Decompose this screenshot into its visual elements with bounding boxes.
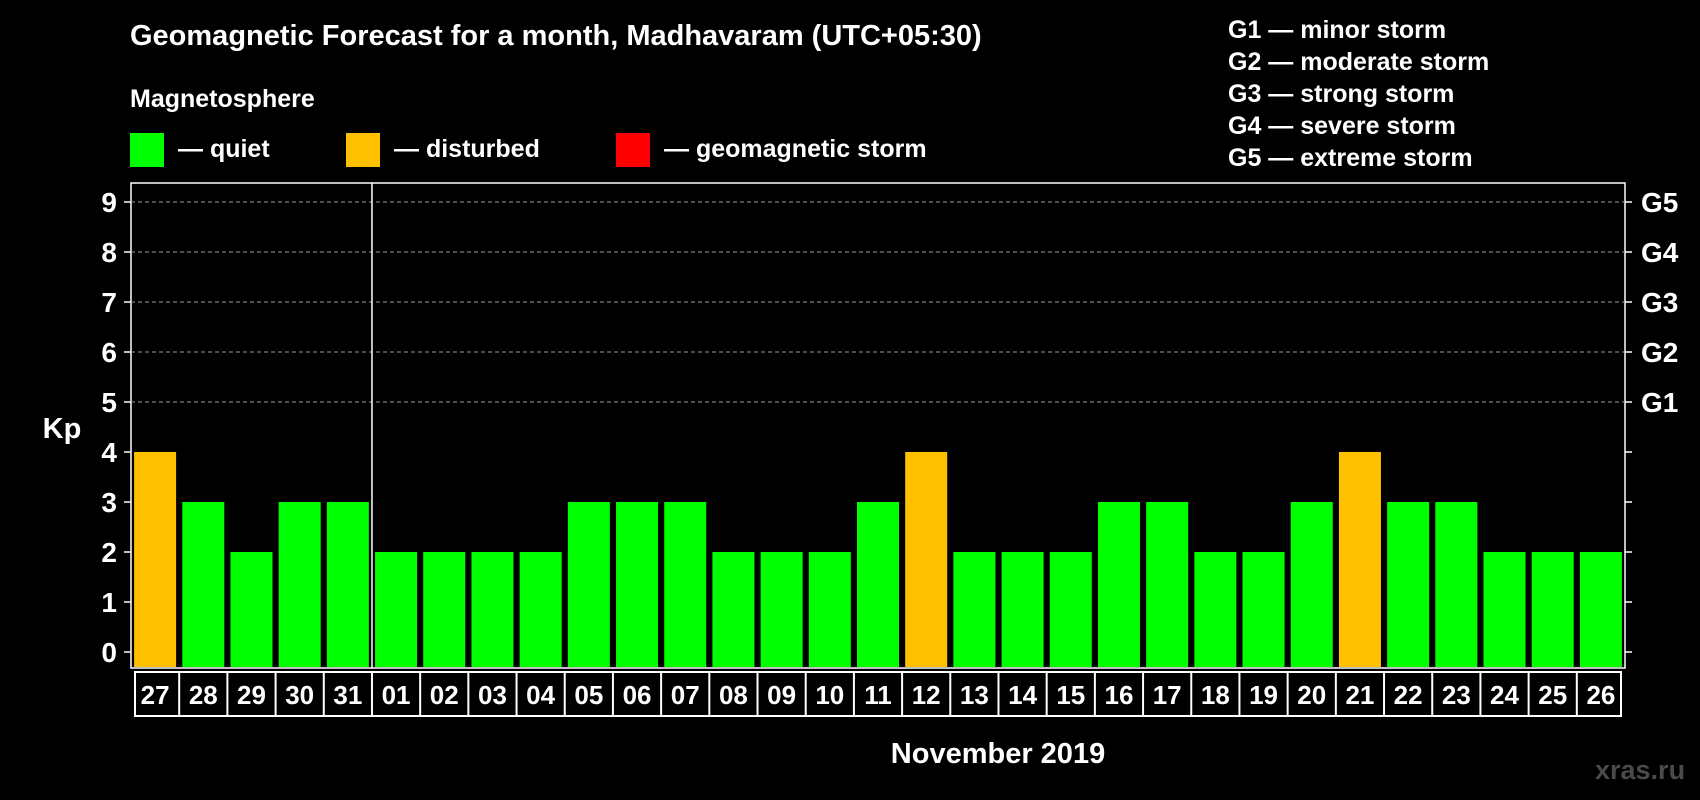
x-tick-label-01: 01	[382, 680, 411, 710]
bar-18	[1194, 552, 1237, 667]
y-tick-label-6: 6	[101, 337, 117, 368]
bar-16	[1097, 502, 1140, 667]
bar-19	[1242, 552, 1285, 667]
y-tick-label-9: 9	[101, 187, 117, 218]
right-axis-label-g1: G1	[1641, 387, 1678, 418]
x-tick-label-20: 20	[1297, 680, 1326, 710]
x-tick-label-15: 15	[1056, 680, 1085, 710]
right-axis-label-g2: G2	[1641, 337, 1678, 368]
bar-13	[953, 552, 996, 667]
y-tick-label-2: 2	[101, 537, 117, 568]
bar-02	[423, 552, 466, 667]
bar-05	[567, 502, 610, 667]
bar-17	[1146, 502, 1189, 667]
bar-29	[230, 552, 273, 667]
y-tick-label-0: 0	[101, 637, 117, 668]
bar-06	[616, 502, 659, 667]
x-tick-label-09: 09	[767, 680, 796, 710]
x-tick-label-22: 22	[1394, 680, 1423, 710]
g-scale-line-g5: G5 — extreme storm	[1228, 144, 1473, 172]
y-axis-label: Kp	[43, 413, 82, 445]
y-tick-label-5: 5	[101, 387, 117, 418]
bar-09	[760, 552, 803, 667]
x-tick-label-30: 30	[285, 680, 314, 710]
g-scale-line-g4: G4 — severe storm	[1228, 112, 1456, 140]
g-scale-line-g1: G1 — minor storm	[1228, 16, 1447, 44]
x-tick-label-18: 18	[1201, 680, 1230, 710]
x-tick-label-11: 11	[864, 680, 892, 710]
watermark: xras.ru	[1595, 755, 1686, 785]
x-tick-label-27: 27	[141, 680, 170, 710]
bar-14	[1001, 552, 1044, 667]
bar-24	[1483, 552, 1526, 667]
bar-03	[471, 552, 514, 667]
bar-08	[712, 552, 755, 667]
chart-title: Geomagnetic Forecast for a month, Madhav…	[130, 20, 982, 52]
bar-22	[1387, 502, 1430, 667]
bar-23	[1435, 502, 1478, 667]
bar-21	[1338, 452, 1381, 667]
y-tick-label-7: 7	[101, 287, 117, 318]
bar-07	[664, 502, 707, 667]
x-tick-label-16: 16	[1105, 680, 1134, 710]
x-tick-label-06: 06	[623, 680, 652, 710]
bar-10	[808, 552, 851, 667]
bar-12	[905, 452, 948, 667]
right-axis-label-g3: G3	[1641, 287, 1678, 318]
y-tick-label-4: 4	[101, 437, 117, 468]
legend-subtitle: Magnetosphere	[130, 85, 315, 113]
right-axis-label-g4: G4	[1641, 237, 1679, 268]
x-tick-label-31: 31	[333, 680, 362, 710]
x-tick-label-10: 10	[815, 680, 844, 710]
y-tick-label-8: 8	[101, 237, 117, 268]
g-scale-line-g3: G3 — strong storm	[1228, 80, 1455, 108]
bar-11	[857, 502, 899, 667]
legend-swatch-storm	[616, 133, 650, 167]
legend-swatch-quiet	[130, 133, 164, 167]
legend-label-storm: — geomagnetic storm	[664, 135, 927, 163]
x-tick-label-26: 26	[1586, 680, 1615, 710]
legend-label-disturbed: — disturbed	[394, 135, 540, 163]
x-tick-label-29: 29	[237, 680, 266, 710]
bar-20	[1290, 502, 1333, 667]
legend-label-quiet: — quiet	[178, 135, 270, 163]
bar-15	[1049, 552, 1092, 667]
y-tick-label-1: 1	[101, 587, 117, 618]
x-tick-label-24: 24	[1490, 680, 1519, 710]
bar-04	[519, 552, 562, 667]
x-tick-label-02: 02	[430, 680, 459, 710]
g-scale-line-g2: G2 — moderate storm	[1228, 48, 1490, 76]
x-tick-label-04: 04	[526, 680, 555, 710]
x-tick-label-03: 03	[478, 680, 507, 710]
bar-01	[375, 552, 418, 667]
y-tick-label-3: 3	[101, 487, 117, 518]
x-tick-label-08: 08	[719, 680, 748, 710]
x-tick-label-21: 21	[1345, 680, 1374, 710]
bar-25	[1531, 552, 1574, 667]
g-scale-legend: G1 — minor storm G2 — moderate storm G3 …	[1228, 14, 1489, 174]
x-tick-label-13: 13	[960, 680, 989, 710]
bar-30	[278, 502, 321, 667]
bar-26	[1579, 552, 1622, 667]
x-tick-label-25: 25	[1538, 680, 1567, 710]
x-tick-label-17: 17	[1153, 680, 1182, 710]
bar-28	[182, 502, 225, 667]
x-tick-label-14: 14	[1008, 680, 1037, 710]
legend-swatch-disturbed	[346, 133, 380, 167]
x-tick-label-23: 23	[1442, 680, 1471, 710]
x-tick-label-12: 12	[912, 680, 941, 710]
bar-27	[134, 452, 177, 667]
x-tick-label-19: 19	[1249, 680, 1278, 710]
right-axis-label-g5: G5	[1641, 187, 1678, 218]
date-strip	[134, 671, 1622, 717]
bar-31	[326, 502, 369, 667]
x-tick-label-07: 07	[671, 680, 700, 710]
x-tick-label-28: 28	[189, 680, 218, 710]
x-tick-label-05: 05	[574, 680, 603, 710]
x-axis-label: November 2019	[891, 738, 1105, 770]
plot-frame	[130, 182, 1626, 669]
